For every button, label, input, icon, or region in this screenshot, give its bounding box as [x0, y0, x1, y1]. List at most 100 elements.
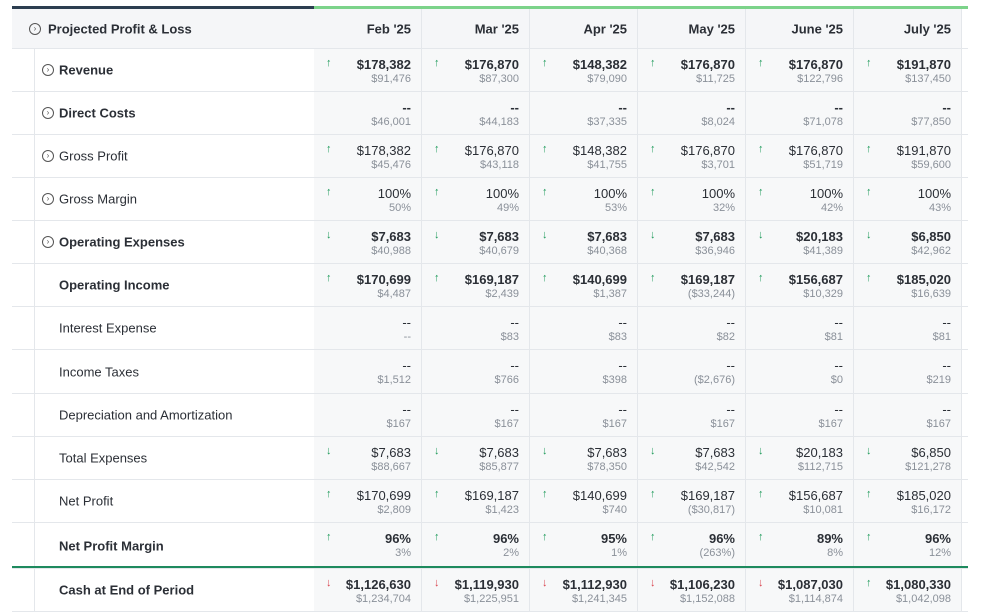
value-cell[interactable]: -- $398	[530, 350, 638, 393]
value-cell[interactable]: ↑ $176,870 $3,701	[638, 135, 746, 177]
value-cell[interactable]: ↑ $178,382 $45,476	[314, 135, 422, 177]
month-header[interactable]: June '25	[746, 9, 854, 48]
value-cell[interactable]: -- $46,001	[314, 92, 422, 134]
value-cell[interactable]: ↓ $1,119,930 $1,225,951	[422, 569, 530, 611]
value-cell[interactable]: ↑ $169,187 $1,423	[422, 480, 530, 522]
value-cell[interactable]: -- $167	[638, 394, 746, 436]
value-cell[interactable]: ↑ $176,870 $43,118	[422, 135, 530, 177]
expand-icon[interactable]: ›	[42, 64, 54, 76]
value-cell[interactable]: -- $44,183	[422, 92, 530, 134]
actual-value: $45,476	[371, 159, 411, 171]
value-cell[interactable]: ↓ $7,683 $36,946	[638, 221, 746, 263]
value-cell[interactable]: ↑ $169,187 ($33,244)	[638, 264, 746, 306]
value-cell[interactable]: -- $8,024	[638, 92, 746, 134]
value-cell[interactable]: -- $83	[530, 307, 638, 349]
value-cell[interactable]: ↑ 100% 50%	[314, 178, 422, 220]
value-cell[interactable]: -- $71,078	[746, 92, 854, 134]
value-cell[interactable]: -- ($2,676)	[638, 350, 746, 393]
value-cell[interactable]: -- $167	[530, 394, 638, 436]
value-cell[interactable]: ↑ $140,699 $1,387	[530, 264, 638, 306]
value-cell[interactable]: ↓ $7,683 $85,877	[422, 437, 530, 479]
value-cell[interactable]: -- $81	[746, 307, 854, 349]
value-cell[interactable]: ↑ 96% (263%)	[638, 523, 746, 568]
month-header[interactable]: May '25	[638, 9, 746, 48]
value-cell[interactable]: ↓ $7,683 $40,988	[314, 221, 422, 263]
value-cell[interactable]: ↓ $7,683 $40,679	[422, 221, 530, 263]
projected-value: $169,187	[680, 488, 735, 503]
row-label: Operating Income	[59, 277, 170, 293]
expand-icon[interactable]: ›	[42, 236, 54, 248]
value-cell[interactable]: ↓ $7,683 $40,368	[530, 221, 638, 263]
value-cell[interactable]: ↑ 89% 8%	[746, 523, 854, 568]
value-cell[interactable]: ↑ 95% 1%	[530, 523, 638, 568]
value-cell[interactable]: -- $83	[422, 307, 530, 349]
value-cell[interactable]: ↓ $6,850 $42,962	[854, 221, 962, 263]
value-cell[interactable]: ↑ $185,020 $16,172	[854, 480, 962, 522]
value-cell[interactable]: ↑ 100% 53%	[530, 178, 638, 220]
value-cell[interactable]: ↑ 96% 12%	[854, 523, 962, 568]
expand-icon[interactable]: ›	[42, 150, 54, 162]
value-cell[interactable]: ↑ 100% 43%	[854, 178, 962, 220]
value-cell[interactable]: -- $167	[854, 394, 962, 436]
value-cell[interactable]: ↓ $20,183 $41,389	[746, 221, 854, 263]
value-cell[interactable]: ↑ $178,382 $91,476	[314, 49, 422, 91]
value-cell[interactable]: ↑ $1,080,330 $1,042,098	[854, 569, 962, 611]
value-cell[interactable]: ↓ $6,850 $121,278	[854, 437, 962, 479]
value-cell[interactable]: ↑ $156,687 $10,329	[746, 264, 854, 306]
row-label-cell: Depreciation and Amortization	[12, 394, 315, 436]
value-cell[interactable]: -- $167	[314, 394, 422, 436]
actual-value: $2,809	[377, 504, 411, 516]
value-cell[interactable]: -- $77,850	[854, 92, 962, 134]
value-cell[interactable]: ↓ $20,183 $112,715	[746, 437, 854, 479]
value-cell[interactable]: ↑ $170,699 $4,487	[314, 264, 422, 306]
value-cell[interactable]: ↑ $156,687 $10,081	[746, 480, 854, 522]
value-cell[interactable]: ↓ $1,087,030 $1,114,874	[746, 569, 854, 611]
value-cell[interactable]: ↑ $169,187 ($30,817)	[638, 480, 746, 522]
value-cell[interactable]: -- $81	[854, 307, 962, 349]
value-cell[interactable]: -- $167	[422, 394, 530, 436]
value-cell[interactable]: ↑ 96% 3%	[314, 523, 422, 568]
projected-value: --	[402, 358, 411, 373]
value-cell[interactable]: ↑ $176,870 $87,300	[422, 49, 530, 91]
month-header[interactable]: Feb '25	[314, 9, 422, 48]
value-cell[interactable]: ↓ $1,106,230 $1,152,088	[638, 569, 746, 611]
month-header[interactable]: Mar '25	[422, 9, 530, 48]
value-cell[interactable]: ↑ 100% 49%	[422, 178, 530, 220]
value-cell[interactable]: -- $167	[746, 394, 854, 436]
row-indent	[12, 523, 35, 568]
expand-icon[interactable]: ›	[42, 193, 54, 205]
value-cell[interactable]: ↑ $170,699 $2,809	[314, 480, 422, 522]
value-cell[interactable]: ↓ $7,683 $88,667	[314, 437, 422, 479]
value-cell[interactable]: ↑ $176,870 $122,796	[746, 49, 854, 91]
value-cell[interactable]: ↑ $148,382 $41,755	[530, 135, 638, 177]
value-cell[interactable]: ↑ 100% 32%	[638, 178, 746, 220]
value-cell[interactable]: ↑ $140,699 $740	[530, 480, 638, 522]
value-cell[interactable]: -- $37,335	[530, 92, 638, 134]
projected-value: $169,187	[464, 488, 519, 503]
value-cell[interactable]: ↑ $176,870 $51,719	[746, 135, 854, 177]
value-cell[interactable]: ↑ $191,870 $137,450	[854, 49, 962, 91]
value-cell[interactable]: ↑ $191,870 $59,600	[854, 135, 962, 177]
arrow-up-icon: ↑	[542, 531, 548, 543]
value-cell[interactable]: ↓ $7,683 $78,350	[530, 437, 638, 479]
value-cell[interactable]: ↑ 96% 2%	[422, 523, 530, 568]
value-cell[interactable]: -- $0	[746, 350, 854, 393]
value-cell[interactable]: ↓ $1,112,930 $1,241,345	[530, 569, 638, 611]
value-cell[interactable]: -- --	[314, 307, 422, 349]
value-cell[interactable]: ↓ $1,126,630 $1,234,704	[314, 569, 422, 611]
value-cell[interactable]: -- $82	[638, 307, 746, 349]
value-cell[interactable]: ↑ 100% 42%	[746, 178, 854, 220]
month-header[interactable]: July '25	[854, 9, 962, 48]
value-cell[interactable]: ↓ $7,683 $42,542	[638, 437, 746, 479]
projected-value: $170,699	[356, 272, 411, 287]
value-cell[interactable]: ↑ $148,382 $79,090	[530, 49, 638, 91]
value-cell[interactable]: ↑ $169,187 $2,439	[422, 264, 530, 306]
collapse-icon[interactable]: ›	[29, 22, 41, 35]
value-cell[interactable]: ↑ $185,020 $16,639	[854, 264, 962, 306]
month-header[interactable]: Apr '25	[530, 9, 638, 48]
expand-icon[interactable]: ›	[42, 107, 54, 119]
value-cell[interactable]: -- $766	[422, 350, 530, 393]
value-cell[interactable]: -- $219	[854, 350, 962, 393]
value-cell[interactable]: -- $1,512	[314, 350, 422, 393]
value-cell[interactable]: ↑ $176,870 $11,725	[638, 49, 746, 91]
